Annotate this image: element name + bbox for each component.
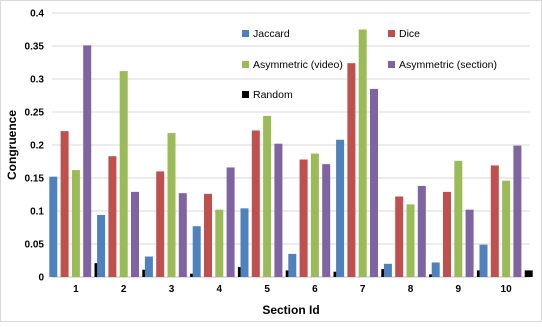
y-tick-label: 0.3 (30, 75, 44, 86)
bar-asymmetric-video-8 (406, 204, 415, 277)
bar-dice-9 (443, 191, 451, 277)
bar-asymmetric-video-3 (167, 133, 176, 277)
bar-asymmetric-section-8 (417, 185, 426, 277)
bar-asymmetric-video-6 (310, 153, 319, 277)
bar-asymmetric-video-2 (119, 71, 128, 277)
bar-jaccard-6 (288, 253, 297, 277)
x-tick-label: 9 (456, 284, 462, 295)
bar-jaccard-1 (49, 176, 58, 277)
legend: Jaccard Dice Asymmetric (video) Asymmetric … (242, 28, 497, 101)
y-tick-label: 0 (38, 273, 44, 284)
bar-asymmetric-section-7 (370, 88, 378, 278)
y-tick-label: 0.4 (30, 9, 44, 20)
bar-asymmetric-video-1 (71, 170, 80, 277)
bar-asymmetric-video-5 (263, 115, 272, 278)
x-tick-label: 6 (312, 284, 318, 295)
bar-asymmetric-section-6 (322, 164, 331, 277)
legend-swatch (388, 30, 395, 37)
y-tick-label: 0.35 (25, 42, 45, 53)
bar-asymmetric-section-2 (131, 191, 139, 277)
bar-dice-5 (251, 130, 260, 277)
bar-asymmetric-section-9 (465, 209, 474, 277)
bar-jaccard-5 (240, 208, 249, 277)
bar-jaccard-4 (192, 226, 201, 277)
legend-swatch (242, 61, 249, 68)
bar-jaccard-9 (431, 262, 440, 277)
bar-dice-4 (204, 193, 212, 277)
bar-jaccard-2 (97, 214, 106, 277)
legend-label: Asymmetric (section) (399, 59, 497, 71)
bar-asymmetric-video-7 (358, 29, 367, 277)
bar-jaccard-3 (144, 256, 153, 277)
x-axis-label: Section Id (262, 303, 319, 317)
bar-asymmetric-section-4 (226, 167, 235, 277)
bar-jaccard-10 (479, 244, 488, 277)
bar-asymmetric-section-10 (513, 145, 522, 277)
x-tick-label: 1 (73, 284, 79, 295)
bar-asymmetric-section-5 (274, 143, 283, 277)
bar-asymmetric-video-10 (502, 180, 511, 277)
axes: 0 0.05 0.1 0.15 0.2 0.25 0.3 0.35 0.4 1 2 3 4 5 6 7 8 9 10 (25, 9, 513, 296)
bar-asymmetric-section-3 (178, 193, 187, 277)
y-tick-label: 0.2 (30, 141, 44, 152)
legend-swatch (242, 91, 249, 98)
bar-asymmetric-video-9 (454, 160, 463, 277)
x-tick-label: 7 (360, 284, 366, 295)
x-tick-label: 4 (217, 284, 223, 295)
x-tick-label: 5 (264, 284, 270, 295)
x-tick-label: 2 (121, 284, 127, 295)
bar-jaccard-8 (383, 263, 392, 277)
bar-dice-8 (395, 196, 404, 277)
legend-swatch (242, 30, 249, 37)
legend-label: Asymmetric (video) (253, 59, 343, 71)
x-tick-label: 10 (501, 284, 513, 295)
legend-label: Random (253, 89, 293, 101)
x-tick-label: 3 (169, 284, 175, 295)
y-tick-label: 0.25 (25, 108, 45, 119)
legend-label: Dice (399, 28, 420, 40)
bar-dice-6 (299, 159, 308, 277)
bar-dice-3 (156, 171, 165, 277)
bar-random-10 (524, 270, 533, 277)
y-tick-label: 0.1 (30, 207, 44, 218)
bars (49, 29, 533, 278)
bar-dice-10 (490, 165, 499, 277)
bar-dice-7 (347, 63, 356, 277)
bar-asymmetric-video-4 (215, 209, 224, 277)
x-tick-label: 8 (408, 284, 414, 295)
bar-jaccard-7 (336, 139, 345, 277)
bar-dice-1 (60, 131, 69, 277)
bar-asymmetric-section-1 (83, 45, 92, 278)
legend-swatch (388, 61, 395, 68)
bar-dice-2 (108, 156, 117, 277)
legend-label: Jaccard (253, 28, 290, 40)
y-tick-label: 0.15 (25, 174, 45, 185)
y-tick-label: 0.05 (25, 240, 45, 251)
y-axis-label: Congruence (5, 110, 19, 180)
